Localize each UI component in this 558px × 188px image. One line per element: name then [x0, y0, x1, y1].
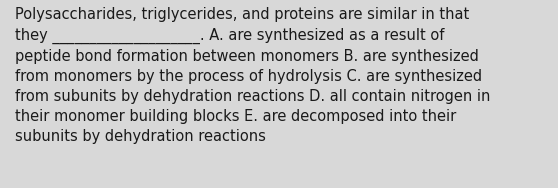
Text: Polysaccharides, triglycerides, and proteins are similar in that
they __________: Polysaccharides, triglycerides, and prot…	[16, 7, 491, 144]
